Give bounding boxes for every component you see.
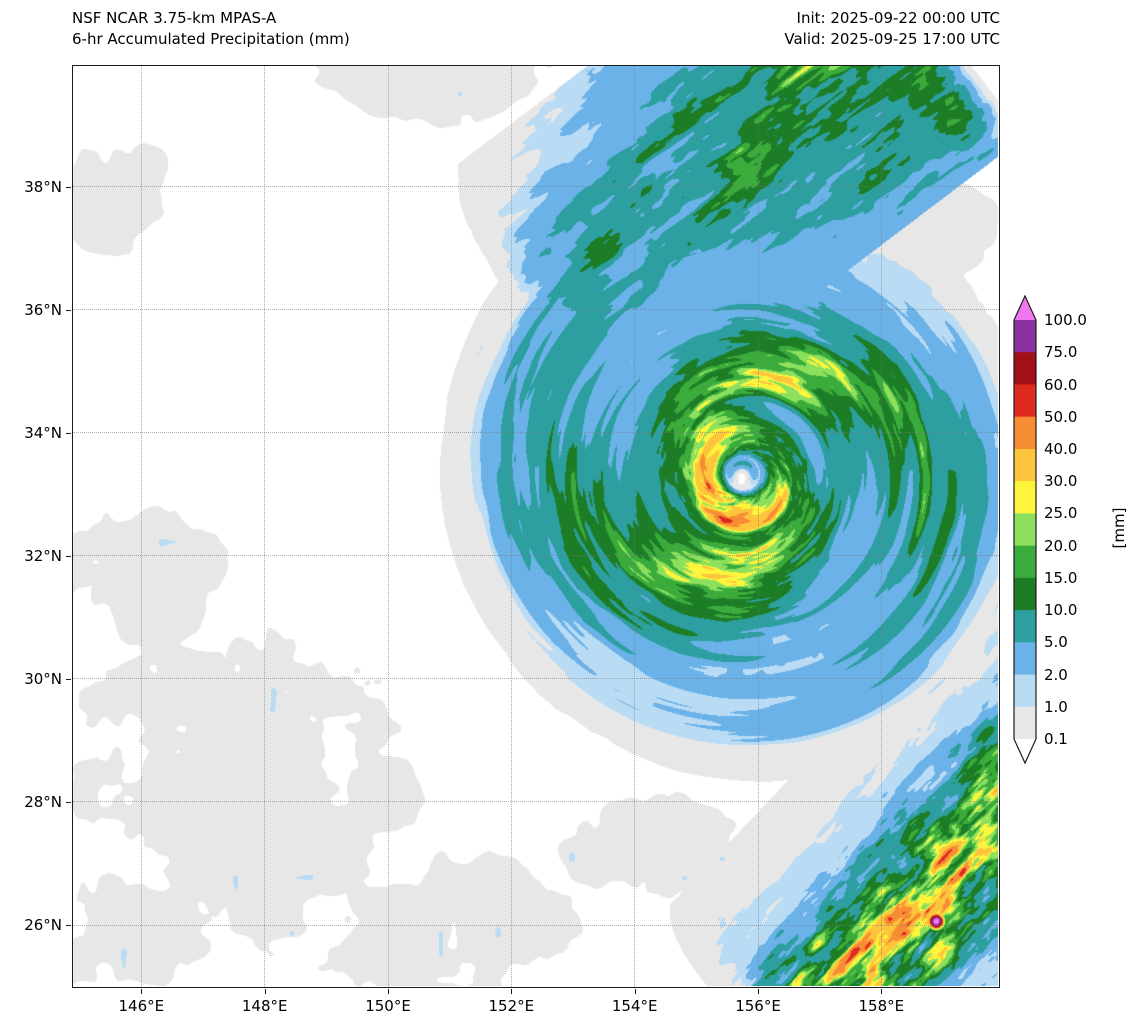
y-axis-tick bbox=[66, 801, 71, 803]
y-axis-tick-label: 28°N bbox=[24, 792, 62, 811]
colorbar-segment bbox=[1014, 642, 1036, 676]
y-axis-tick bbox=[66, 186, 71, 188]
model-name: NSF NCAR 3.75-km MPAS-A bbox=[72, 9, 277, 27]
x-axis-tick-label: 148°E bbox=[241, 997, 288, 1015]
colorbar-tick-label: 40.0 bbox=[1044, 439, 1078, 458]
colorbar-tick-label: 20.0 bbox=[1044, 536, 1078, 555]
colorbar-tick-label: 60.0 bbox=[1044, 375, 1078, 394]
x-axis-tick-label: 146°E bbox=[118, 997, 165, 1015]
colorbar-outline bbox=[1013, 294, 1037, 765]
colorbar-tick-label: 75.0 bbox=[1044, 343, 1078, 362]
colorbar-tick-label: 100.0 bbox=[1044, 311, 1087, 329]
precipitation-field-canvas bbox=[73, 66, 998, 986]
colorbar-segment bbox=[1014, 706, 1036, 740]
colorbar-tick-label: 30.0 bbox=[1044, 472, 1078, 491]
colorbar-tick-label: 15.0 bbox=[1044, 568, 1078, 587]
y-axis-tick bbox=[66, 432, 71, 434]
colorbar-segment bbox=[1014, 448, 1036, 482]
colorbar-segment bbox=[1014, 481, 1036, 514]
valid-time-label: Valid: 2025-09-25 17:00 UTC bbox=[784, 30, 1000, 48]
time-block: Init: 2025-09-22 00:00 UTC Valid: 2025-0… bbox=[784, 8, 1000, 50]
colorbar-segment bbox=[1014, 674, 1036, 708]
colorbar-tick-label: 10.0 bbox=[1044, 601, 1078, 620]
colorbar-tick-label: 25.0 bbox=[1044, 504, 1078, 523]
map-panel bbox=[72, 65, 1000, 988]
colorbar-segment bbox=[1014, 513, 1036, 547]
colorbar-tick-label: 0.1 bbox=[1044, 730, 1068, 748]
x-axis-tick-label: 152°E bbox=[488, 997, 535, 1015]
colorbar-tick-label: 2.0 bbox=[1044, 665, 1068, 684]
y-axis-tick bbox=[66, 555, 71, 557]
x-axis-tick bbox=[141, 989, 143, 994]
y-axis-tick-label: 30°N bbox=[24, 669, 62, 688]
colorbar-segment bbox=[1014, 352, 1036, 386]
colorbar-segment bbox=[1014, 416, 1036, 450]
colorbar-segment bbox=[1014, 577, 1036, 611]
colorbar-segment bbox=[1014, 320, 1036, 353]
colorbar-tick-label: 1.0 bbox=[1044, 697, 1068, 716]
y-axis-tick-label: 36°N bbox=[24, 300, 62, 319]
x-axis-tick bbox=[264, 989, 266, 994]
y-axis-tick bbox=[66, 925, 71, 926]
y-axis-tick bbox=[66, 678, 71, 680]
field-name: 6-hr Accumulated Precipitation (mm) bbox=[72, 30, 350, 48]
y-axis-tick-label: 26°N bbox=[24, 916, 62, 934]
y-axis-tick-label: 34°N bbox=[24, 423, 62, 442]
x-axis-tick-label: 154°E bbox=[611, 997, 658, 1015]
title-block: NSF NCAR 3.75-km MPAS-A 6-hr Accumulated… bbox=[72, 8, 350, 50]
colorbar-units-label: [mm] bbox=[1110, 507, 1128, 549]
colorbar-over-arrow bbox=[1014, 296, 1036, 320]
colorbar-segment bbox=[1014, 610, 1036, 643]
colorbar-segment bbox=[1014, 384, 1036, 418]
x-axis-tick bbox=[881, 989, 883, 994]
x-axis-tick bbox=[511, 989, 513, 994]
colorbar-under-arrow bbox=[1014, 739, 1036, 763]
x-axis-tick bbox=[634, 989, 636, 994]
y-axis-tick-label: 38°N bbox=[24, 177, 62, 196]
colorbar-svg bbox=[1013, 294, 1037, 765]
y-axis-tick-label: 32°N bbox=[24, 546, 62, 565]
colorbar-tick-label: 5.0 bbox=[1044, 633, 1068, 652]
colorbar-tick-label: 50.0 bbox=[1044, 407, 1078, 426]
y-axis-tick bbox=[66, 309, 71, 311]
x-axis-tick bbox=[758, 989, 759, 994]
x-axis-tick bbox=[388, 989, 389, 994]
colorbar-segment bbox=[1014, 545, 1036, 579]
x-axis-tick-label: 150°E bbox=[365, 997, 411, 1015]
x-axis-tick-label: 156°E bbox=[735, 997, 781, 1015]
init-time-label: Init: 2025-09-22 00:00 UTC bbox=[796, 9, 1000, 27]
x-axis-tick-label: 158°E bbox=[858, 997, 905, 1015]
